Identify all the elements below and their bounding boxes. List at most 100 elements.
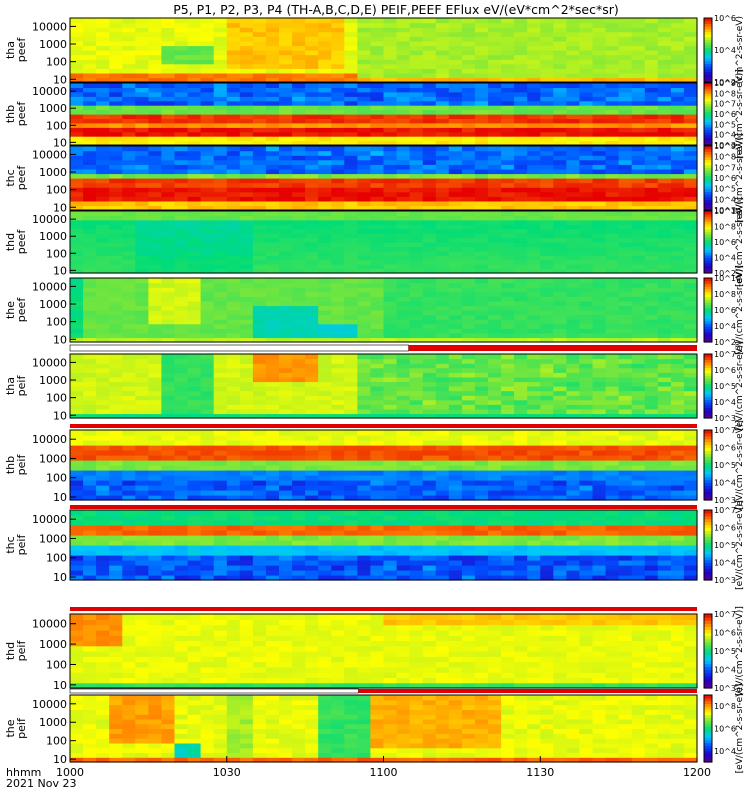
spectrogram-cell: [605, 390, 620, 396]
spectrogram-cell: [305, 242, 319, 247]
spectrogram-cell: [213, 475, 228, 481]
spectrogram-cell: [305, 178, 319, 184]
spectrogram-cell: [474, 36, 489, 42]
spectrogram-cell: [292, 363, 306, 369]
spectrogram-cell: [187, 367, 202, 373]
spectrogram-cell: [96, 215, 110, 221]
spectrogram-cell: [488, 187, 502, 193]
spectrogram-cell: [670, 187, 685, 193]
spectrogram-cell: [579, 246, 594, 252]
spectrogram-cell: [70, 328, 84, 334]
spectrogram-cell: [396, 83, 411, 88]
spectrogram-cell: [553, 27, 567, 33]
spectrogram-cell: [370, 408, 385, 415]
spectrogram-cell: [109, 63, 123, 69]
spectrogram-cell: [514, 381, 528, 387]
spectrogram-cell: [265, 291, 280, 297]
spectrogram-cell: [135, 450, 149, 456]
y-tick-label: 100: [46, 184, 67, 197]
spectrogram-cell: [318, 490, 332, 496]
spectrogram-cell: [644, 196, 659, 202]
spectrogram-cell: [122, 109, 136, 115]
spectrogram-cell: [357, 358, 372, 364]
spectrogram-cell: [670, 77, 685, 83]
colorbar-thb-peif: 10^310^410^510^610^7 [eV/(cm^2-s-sr-eV)]: [703, 420, 745, 510]
spectrogram-cell: [370, 146, 385, 152]
spectrogram-cell: [318, 45, 332, 51]
spectrogram-cell: [83, 87, 97, 93]
spectrogram-cell: [318, 146, 332, 152]
spectrogram-cell: [422, 485, 437, 491]
spectrogram-cell: [396, 18, 411, 24]
spectrogram-cell: [409, 390, 424, 396]
spectrogram-cell: [135, 475, 149, 481]
spectrogram-cell: [187, 237, 202, 243]
spectrogram-cell: [435, 376, 450, 383]
spectrogram-cell: [605, 173, 620, 179]
spectrogram-cell: [553, 250, 567, 256]
spectrogram-cell: [83, 470, 97, 476]
spectrogram-cell: [174, 18, 189, 24]
spectrogram-cell: [252, 83, 267, 88]
spectrogram-cell: [474, 328, 489, 334]
spectrogram-cell: [239, 50, 254, 56]
spectrogram-cell: [435, 480, 450, 486]
spectrogram-cell: [514, 173, 528, 179]
spectrogram-cell: [448, 390, 463, 396]
spectrogram-cell: [265, 233, 280, 239]
spectrogram-cell: [618, 319, 633, 325]
spectrogram-cell: [435, 54, 450, 60]
spectrogram-cell: [527, 96, 541, 102]
spectrogram-cell: [318, 219, 332, 225]
spectrogram-cell: [435, 105, 450, 111]
spectrogram-cell: [566, 314, 581, 320]
spectrogram-cell: [83, 146, 97, 152]
spectrogram-cell: [174, 381, 189, 387]
spectrogram-cell: [252, 146, 267, 152]
spectrogram-cell: [618, 264, 633, 270]
spectrogram-cell: [474, 182, 489, 188]
spectrogram-cell: [357, 105, 372, 111]
spectrogram-cell: [579, 168, 594, 175]
spectrogram-cell: [383, 196, 398, 202]
spectrogram-cell: [200, 228, 215, 234]
spectrogram-cell: [618, 404, 633, 410]
spectrogram-cell: [96, 173, 110, 179]
spectrogram-cell: [409, 150, 424, 156]
spectrogram-cell: [448, 173, 463, 179]
spectrogram-cell: [618, 100, 633, 106]
spectrogram-cell: [670, 460, 685, 466]
spectrogram-cell: [618, 440, 633, 446]
spectrogram-cell: [122, 399, 136, 405]
spectrogram-cell: [579, 490, 594, 496]
spectrogram-cell: [344, 136, 358, 142]
spectrogram-cell: [331, 381, 345, 387]
colorbar-segment: [704, 296, 712, 300]
spectrogram-cell: [265, 191, 280, 197]
spectrogram-cell: [213, 386, 228, 392]
spectrogram-cell: [357, 465, 372, 471]
spectrogram-cell: [435, 408, 450, 415]
spectrogram-cell: [265, 178, 280, 184]
spectrogram-cell: [488, 255, 502, 261]
spectrogram-cell: [396, 118, 411, 124]
spectrogram-cell: [683, 259, 698, 265]
spectrogram-cell: [70, 354, 84, 360]
spectrogram-cell: [174, 354, 189, 360]
spectrogram-cell: [644, 96, 659, 102]
colorbar-thb-peef: 10^310^410^510^610^710^810^9 [eV/(cm^2-s-…: [703, 69, 745, 159]
spectrogram-cell: [683, 77, 698, 83]
spectrogram-cell: [670, 367, 685, 373]
spectrogram-cell: [252, 31, 267, 37]
spectrogram-cell: [488, 278, 502, 284]
spectrogram-cell: [592, 399, 607, 405]
spectrogram-cell: [226, 122, 241, 128]
spectrogram-cell: [135, 305, 149, 311]
spectrogram-cell: [370, 50, 385, 56]
spectrogram-cell: [592, 127, 607, 133]
spectrogram-cell: [514, 363, 528, 369]
spectrogram-cell: [644, 310, 659, 316]
spectrogram-cell: [553, 485, 567, 491]
spectrogram-cell: [527, 178, 541, 184]
spectrogram-cell: [344, 105, 358, 111]
